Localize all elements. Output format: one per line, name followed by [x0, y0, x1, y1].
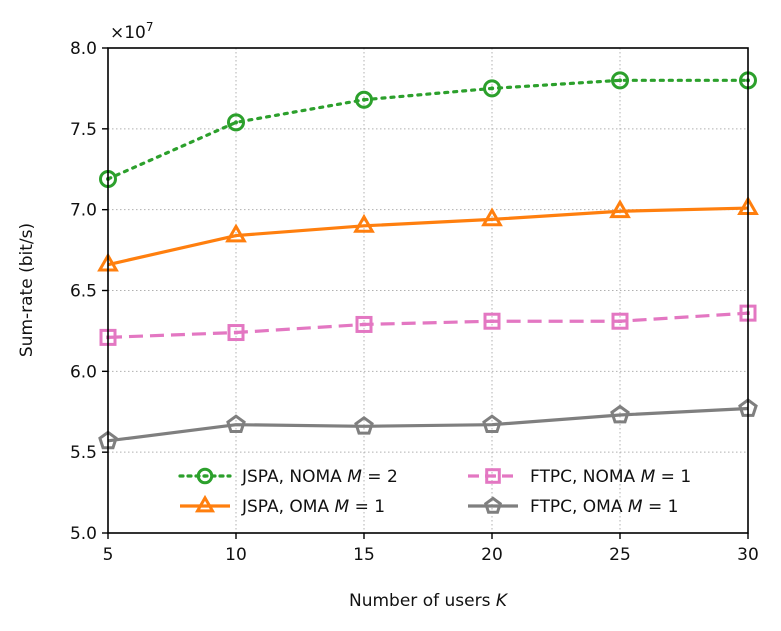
marker-pentagon — [482, 414, 502, 434]
legend-label-text: JSPA, NOMA — [241, 467, 347, 487]
legend-label-variable: M — [641, 467, 656, 487]
series-3 — [98, 398, 758, 450]
ticks: 5 10 15 20 25 30 5.0 5.5 6.0 6.5 7.0 7.5 8.0 — [70, 39, 759, 565]
series-layer — [97, 71, 759, 450]
x-tick-label: 30 — [737, 545, 759, 565]
marker-triangle — [353, 213, 375, 233]
marker-circle-center — [234, 120, 238, 125]
marker-square-center — [618, 319, 622, 324]
marker-square — [611, 312, 629, 330]
legend-label: JSPA, OMA M = 1 — [241, 497, 385, 517]
marker-square-center — [234, 330, 238, 335]
marker-square — [485, 468, 501, 484]
marker-triangle — [609, 199, 631, 219]
marker-pentagon — [226, 414, 246, 434]
y-tick-label: 5.0 — [70, 524, 97, 544]
series-line — [106, 78, 750, 181]
marker-circle-center — [362, 97, 366, 102]
marker-circle-center — [490, 86, 494, 91]
legend-entry: FTPC, NOMA M = 1 — [468, 467, 691, 487]
y-multiplier-label: ×107 — [110, 20, 154, 43]
marker-square — [227, 324, 245, 342]
axis-label-variable: K — [496, 591, 509, 611]
grid — [107, 47, 749, 534]
marker-square — [483, 312, 501, 330]
marker-circle-center — [203, 474, 207, 478]
multiplier-exponent: 7 — [146, 20, 154, 34]
legend-entry: FTPC, OMA M = 1 — [468, 496, 678, 517]
legend-label-text: JSPA, OMA — [241, 497, 335, 517]
marker-triangle — [225, 223, 247, 243]
series-1 — [97, 196, 759, 272]
x-tick-label: 20 — [481, 545, 503, 565]
legend-label-text: FTPC, NOMA — [530, 467, 641, 487]
series-line — [107, 206, 749, 267]
marker-pentagon — [483, 496, 503, 514]
legend-label-variable: M — [347, 467, 362, 487]
marker-circle — [227, 113, 245, 132]
marker-circle-center — [618, 78, 622, 83]
y-tick-label: 7.5 — [70, 120, 97, 140]
marker-circle — [483, 79, 501, 98]
marker-triangle — [194, 494, 216, 513]
marker-pentagon — [354, 415, 374, 435]
legend-label-value: = 1 — [655, 467, 691, 487]
legend-label: FTPC, NOMA M = 1 — [530, 467, 691, 487]
y-tick-label: 5.5 — [70, 443, 97, 463]
y-axis-label: Sum-rate (bit/s) — [17, 223, 37, 357]
legend-label: FTPC, OMA M = 1 — [530, 497, 678, 517]
x-tick-label: 15 — [353, 545, 375, 565]
marker-square — [355, 315, 373, 333]
legend-label-value: = 1 — [349, 497, 385, 517]
series-line — [107, 406, 749, 443]
series-2 — [99, 304, 757, 346]
legend-label-variable: M — [628, 497, 643, 517]
legend-entry: JSPA, OMA M = 1 — [180, 494, 385, 517]
x-axis-label: Number of users K — [349, 591, 509, 611]
y-tick-label: 6.0 — [70, 362, 97, 382]
legend-label-text: FTPC, OMA — [530, 497, 628, 517]
x-tick-label: 25 — [609, 545, 631, 565]
x-tick-label: 10 — [225, 545, 247, 565]
multiplier-base: ×10 — [110, 23, 146, 43]
marker-pentagon — [610, 404, 630, 424]
legend-entry: JSPA, NOMA M = 2 — [178, 467, 398, 487]
legend-label: JSPA, NOMA M = 2 — [241, 467, 398, 487]
legend-label-variable: M — [335, 497, 350, 517]
marker-square-center — [491, 474, 495, 478]
marker-circle — [196, 467, 214, 485]
marker-square-center — [490, 319, 494, 324]
y-tick-label: 8.0 — [70, 39, 97, 59]
axis-label-text: Number of users — [349, 591, 496, 611]
marker-triangle — [481, 207, 503, 227]
y-tick-label: 6.5 — [70, 282, 97, 302]
x-tick-label: 5 — [103, 545, 114, 565]
marker-square-center — [362, 322, 366, 327]
series-line — [107, 311, 749, 339]
series-0 — [99, 71, 757, 188]
legend-label-value: = 2 — [362, 467, 398, 487]
marker-circle — [611, 71, 629, 90]
y-tick-label: 7.0 — [70, 201, 97, 221]
legend-label-value: = 1 — [643, 497, 679, 517]
marker-circle — [355, 90, 373, 109]
